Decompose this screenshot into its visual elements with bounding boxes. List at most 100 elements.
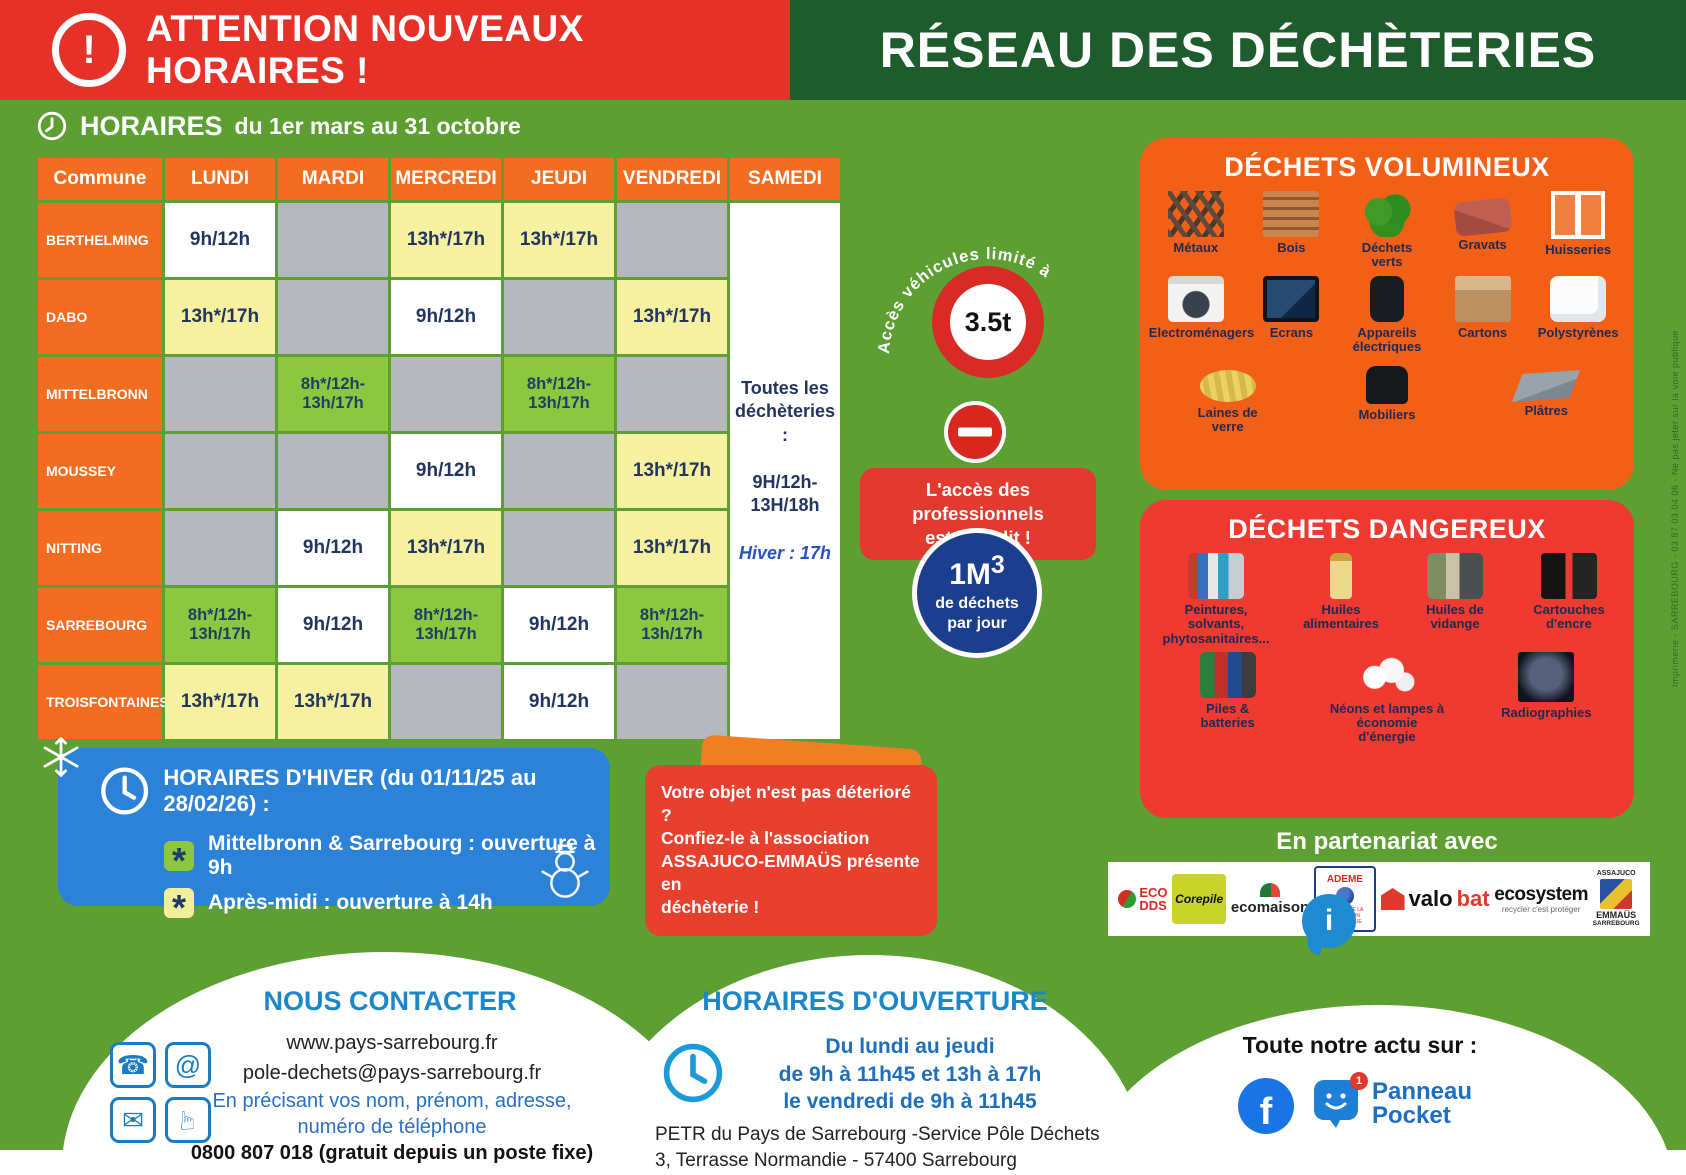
schedule-cell xyxy=(165,434,275,508)
table-row: DABO 13h*/17h 9h/12h 13h*/17h xyxy=(38,280,840,354)
waste-item-label: Ecrans xyxy=(1269,324,1314,340)
panneau-pocket-logo: 1 Panneau Pocket xyxy=(1312,1072,1473,1130)
waste-item: Cartouches d'encre xyxy=(1522,553,1616,646)
winter-entry: * Mittelbronn & Sarrebourg : ouverture à… xyxy=(164,832,610,880)
no-entry-icon xyxy=(944,401,1006,463)
ink-cartridges-icon xyxy=(1541,553,1597,599)
schedule-cell: 9h/12h xyxy=(278,511,388,585)
bulky-items-row: Métaux Bois Déchets verts Gravats Huisse… xyxy=(1148,191,1626,270)
opening-clock-icon xyxy=(663,1043,723,1103)
col-header-mardi: MARDI xyxy=(278,158,388,200)
printer-fine-print: Imprimerie - SARREBOURG - 03 87 03 04 06… xyxy=(1670,330,1680,688)
schedule-cell xyxy=(391,665,501,739)
schedule-cell xyxy=(504,511,614,585)
emmaus-icon xyxy=(1600,879,1633,910)
schedule-cell: 13h*/17h xyxy=(617,511,727,585)
summer-heading-rest: du 1er mars au 31 octobre xyxy=(234,112,521,139)
table-row: TROISFONTAINES 13h*/17h 13h*/17h 9h/12h xyxy=(38,665,840,739)
emmaus-city: SARREBOURG xyxy=(1592,920,1640,928)
winter-clock-icon xyxy=(101,767,149,815)
table-row: MOUSSEY 9h/12h 13h*/17h xyxy=(38,434,840,508)
volume-limit-badge: 1M3 de déchets par jour xyxy=(912,528,1042,658)
commune-label: DABO xyxy=(38,280,162,354)
screens-icon xyxy=(1263,275,1320,322)
winter-entry-text: Mittelbronn & Sarrebourg : ouverture à 9… xyxy=(208,832,596,879)
waste-item-label: Cartouches d'encre xyxy=(1533,602,1605,632)
waste-item-label: Peintures, solvants, phytosanitaires... xyxy=(1162,602,1270,646)
app-name-line1: Panneau xyxy=(1372,1077,1473,1105)
waste-item: Huiles de vidange xyxy=(1408,553,1502,646)
winter-hours-title: HORAIRES D'HIVER (du 01/11/25 au 28/02/2… xyxy=(163,765,537,816)
exclamation-icon: ! xyxy=(52,13,126,87)
schedule-cell xyxy=(278,280,388,354)
waste-item: Polystyrènes xyxy=(1531,275,1625,355)
table-header-row: Commune LUNDI MARDI MERCREDI JEUDI VENDR… xyxy=(38,158,840,200)
table-row: NITTING 9h/12h 13h*/17h 13h*/17h xyxy=(38,511,840,585)
bulky-items-row: Electroménagers Ecrans Appareils électri… xyxy=(1148,275,1626,355)
contact-website: www.pays-sarrebourg.fr xyxy=(286,1032,498,1054)
waste-item-label: Métaux xyxy=(1173,240,1219,255)
schedule-cell xyxy=(504,280,614,354)
alert-banner: ! ATTENTION NOUVEAUX HORAIRES ! xyxy=(0,0,790,100)
ecodds-logo: ECO DDS xyxy=(1118,886,1168,913)
partner-logos-strip: ECO DDS Corepile ecomaison ADEME AGENCE … xyxy=(1108,862,1650,936)
contact-title: NOUS CONTACTER xyxy=(263,986,517,1016)
hazard-panel-title: DÉCHETS DANGEREUX xyxy=(1228,514,1546,544)
window-frames-icon xyxy=(1551,191,1606,239)
electric-devices-icon xyxy=(1369,275,1404,322)
schedule-cell xyxy=(617,203,727,277)
batteries-icon xyxy=(1199,651,1256,698)
waste-item-label: Déchets verts xyxy=(1361,240,1413,270)
network-banner: RÉSEAU DES DÉCHÈTERIES xyxy=(790,0,1686,100)
metals-icon xyxy=(1167,191,1224,237)
table-row: MITTELBRONN 8h*/12h- 13h/17h 8h*/12h- 13… xyxy=(38,357,840,431)
waste-item: Métaux xyxy=(1149,191,1243,270)
schedule-cell: 13h*/17h xyxy=(278,665,388,739)
ecosystem-label: ecosystem xyxy=(1494,883,1588,905)
paints-icon xyxy=(1188,553,1244,599)
snowman-icon xyxy=(541,844,589,898)
ecomaison-label: ecomaison xyxy=(1230,899,1310,916)
schedule-cell: 8h*/12h- 13h/17h xyxy=(504,357,614,431)
waste-item: Huiles alimentaires xyxy=(1294,553,1388,646)
waste-item-label: Cartons xyxy=(1458,324,1508,340)
contact-email: pole-dechets@pays-sarrebourg.fr xyxy=(242,1062,542,1084)
commune-label: SARREBOURG xyxy=(38,588,162,662)
phone-icon: ☎ xyxy=(110,1042,156,1088)
volume-limit-value: 1M3 xyxy=(949,550,1005,591)
waste-item-label: Néons et lampes à économie d'énergie xyxy=(1329,700,1445,745)
ecodds-icon xyxy=(1118,890,1137,908)
alert-title: ATTENTION NOUVEAUX HORAIRES ! xyxy=(146,8,584,91)
waste-item-label: Mobiliers xyxy=(1358,407,1416,423)
notification-badge: 1 xyxy=(1350,1072,1368,1090)
waste-item: Piles & batteries xyxy=(1170,651,1286,745)
xray-icon xyxy=(1518,651,1575,702)
opening-address: PETR du Pays de Sarrebourg -Service Pôle… xyxy=(655,1124,1100,1171)
corepile-logo: Corepile xyxy=(1172,874,1227,924)
winter-hours-panel: HORAIRES D'HIVER (du 01/11/25 au 28/02/2… xyxy=(43,737,610,918)
furniture-icon xyxy=(1365,366,1408,405)
winter-entry: * Après-midi : ouverture à 14h xyxy=(164,888,610,918)
facebook-icon: f xyxy=(1238,1078,1294,1134)
schedule-cell: 9h/12h xyxy=(504,588,614,662)
schedule-cell xyxy=(617,665,727,739)
emmaus-name: EMMAÜS xyxy=(1596,910,1637,921)
waste-item: Gravats xyxy=(1436,191,1530,270)
at-icon: @ xyxy=(165,1042,211,1088)
green-asterisk-badge: * xyxy=(164,841,194,871)
motor-oil-icon xyxy=(1427,553,1483,599)
ecodds-line2: DDS xyxy=(1139,898,1167,913)
waste-item: Plâtres xyxy=(1499,360,1593,435)
schedule-cell: 9h/12h xyxy=(391,434,501,508)
schedule-cell xyxy=(278,203,388,277)
waste-item: Huisseries xyxy=(1531,191,1625,270)
cardboard-icon xyxy=(1454,275,1511,322)
col-header-commune: Commune xyxy=(38,158,162,200)
waste-item-label: Huisseries xyxy=(1545,242,1612,257)
commune-label: NITTING xyxy=(38,511,162,585)
bottom-strip xyxy=(0,1150,1686,1175)
schedule-cell: 13h*/17h xyxy=(165,665,275,739)
schedule-cell xyxy=(165,357,275,431)
col-header-vendredi: VENDREDI xyxy=(617,158,727,200)
